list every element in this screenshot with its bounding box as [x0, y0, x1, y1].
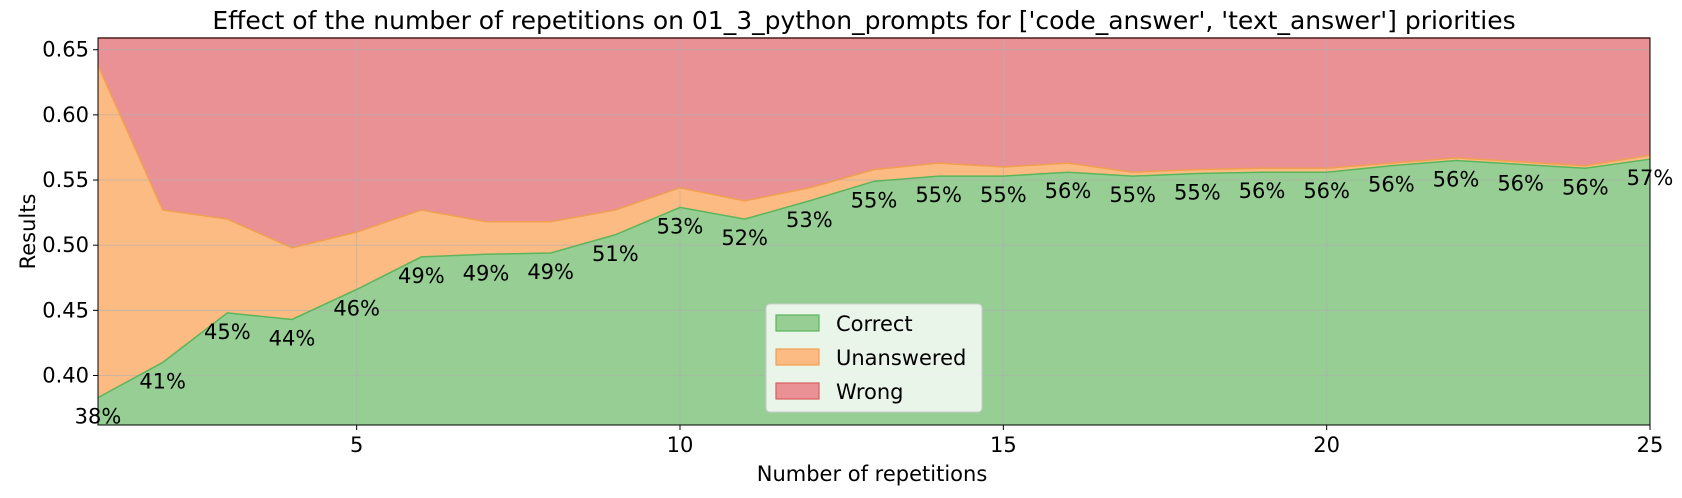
x-tick-label: 10 [667, 433, 694, 457]
legend-label-unanswered: Unanswered [836, 346, 966, 370]
edge-unanswered [97, 65, 1651, 249]
legend-swatch-correct [775, 314, 820, 332]
data-label: 55% [851, 188, 898, 212]
y-tick-label: 0.60 [42, 103, 89, 127]
legend-swatch-wrong [775, 382, 820, 400]
data-label: 49% [398, 264, 445, 288]
legend-label-correct: Correct [836, 312, 913, 336]
legend-box [765, 303, 983, 413]
legend: Correct Unanswered Wrong [765, 303, 983, 413]
axes-layer: 5 10 15 20 25 0.40 0.45 0.50 0.55 0.60 0.65 [42, 38, 1663, 457]
data-labels-layer: 38%41%45% 44%46%49% 49% 49%51%53% 52%53%55% 5… [75, 166, 1674, 428]
y-tick-label: 0.65 [42, 38, 89, 62]
data-label: 56% [1433, 167, 1480, 191]
y-tick-label: 0.40 [42, 363, 89, 387]
data-label: 55% [915, 183, 962, 207]
data-label: 49% [527, 260, 574, 284]
areas-layer [98, 38, 1650, 425]
data-label: 56% [1303, 179, 1350, 203]
data-label: 55% [980, 183, 1027, 207]
data-label: 44% [269, 326, 316, 350]
legend-swatch-unanswered [775, 348, 820, 366]
x-tick-label: 5 [350, 433, 363, 457]
grid-layer [98, 38, 1651, 425]
x-tick-label: 15 [990, 433, 1017, 457]
y-tick-label: 0.55 [42, 168, 89, 192]
data-label: 52% [721, 226, 768, 250]
data-label: 53% [657, 214, 704, 238]
y-axis-label: Results [16, 194, 40, 270]
x-tick-label: 25 [1637, 433, 1664, 457]
legend-label-wrong: Wrong [836, 380, 903, 404]
data-label: 55% [1109, 183, 1156, 207]
y-tick-label: 0.50 [42, 233, 89, 257]
data-label: 56% [1368, 173, 1415, 197]
x-tick-label: 20 [1313, 433, 1340, 457]
area-correct [98, 159, 1650, 425]
chart-title: Effect of the number of repetitions on 0… [212, 6, 1515, 35]
data-label: 53% [786, 208, 833, 232]
data-label: 51% [592, 242, 639, 266]
plot-frame [97, 37, 1651, 426]
data-label: 49% [463, 261, 510, 285]
data-label: 56% [1045, 179, 1092, 203]
data-label: 55% [1174, 181, 1221, 205]
area-unanswered [98, 65, 1650, 398]
area-wrong [98, 38, 1650, 248]
data-label: 45% [204, 320, 251, 344]
y-tick-label: 0.45 [42, 298, 89, 322]
data-label: 56% [1497, 171, 1544, 195]
edge-correct [97, 158, 1651, 399]
data-label: 46% [333, 296, 380, 320]
x-axis-label: Number of repetitions [757, 462, 988, 486]
data-label: 56% [1239, 179, 1286, 203]
data-label: 56% [1562, 175, 1609, 199]
data-label: 41% [139, 369, 186, 393]
